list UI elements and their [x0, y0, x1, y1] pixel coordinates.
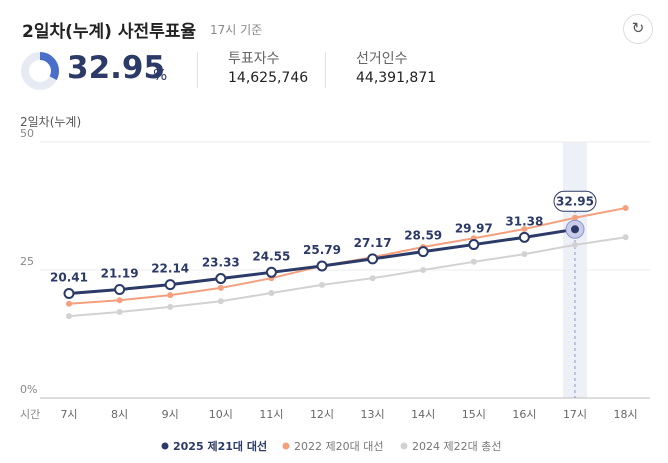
value-label: 24.55	[252, 249, 290, 263]
x-tick-label: 7시	[60, 408, 77, 421]
point	[367, 253, 379, 265]
value-label: 23.33	[202, 256, 240, 270]
value-label: 27.17	[354, 236, 392, 250]
value-label: 22.14	[151, 262, 189, 276]
x-tick-label: 18시	[614, 408, 638, 421]
y-tick-label: 50	[20, 127, 34, 140]
legend-label: 2025 제21대 대선	[173, 439, 267, 453]
point	[420, 267, 427, 273]
point	[217, 298, 224, 305]
x-tick-label: 14시	[411, 408, 435, 421]
point	[518, 231, 530, 243]
point	[268, 290, 275, 297]
value-label: 31.38	[505, 214, 543, 228]
point	[521, 251, 528, 258]
point	[470, 258, 477, 265]
legend-marker	[400, 442, 408, 450]
point	[572, 241, 578, 248]
point	[63, 288, 75, 300]
voters-value: 14,625,746	[228, 70, 309, 86]
point	[319, 281, 325, 288]
x-tick-label: 8시	[111, 408, 128, 421]
y-tick-label: 25	[20, 255, 34, 268]
value-label-box	[553, 190, 597, 212]
legend-marker	[161, 442, 169, 450]
refresh-button[interactable]: ↻	[623, 14, 653, 44]
x-tick-label: 17시	[563, 408, 587, 421]
point	[265, 266, 277, 278]
point	[521, 226, 528, 233]
point	[66, 313, 72, 320]
title: 2일차(누계) 사전투표율	[22, 22, 197, 42]
x-tick-label: 15시	[462, 408, 486, 421]
x-tick-label: 10시	[209, 408, 233, 421]
voters-label: 투표자수	[228, 51, 280, 67]
point	[164, 279, 176, 291]
rate-value: 32.95	[67, 50, 166, 86]
value-label: 32.95	[556, 194, 594, 208]
basis: 17시 기준	[210, 23, 263, 37]
x-tick-label: 12시	[310, 408, 334, 421]
point	[217, 284, 224, 291]
point	[215, 273, 227, 285]
rate-donut	[21, 52, 59, 90]
value-label: 20.41	[50, 271, 88, 285]
rate-unit: %	[153, 66, 168, 84]
point	[622, 234, 629, 241]
point	[369, 275, 376, 282]
value-label: 21.19	[101, 267, 139, 281]
donut-arc	[21, 52, 59, 90]
legend-label: 2022 제20대 대선	[294, 440, 383, 453]
legend-marker	[282, 442, 290, 450]
y-axis-label: 2일차(누계)	[20, 115, 81, 129]
point	[167, 303, 174, 310]
value-label: 25.79	[303, 243, 341, 257]
x-tick-label: 13시	[361, 408, 385, 421]
point	[114, 284, 126, 296]
x-tick-label: 16시	[512, 408, 536, 421]
point	[417, 246, 429, 258]
point	[116, 308, 123, 315]
divider	[325, 52, 326, 88]
point	[167, 292, 174, 299]
electors-label: 선거인수	[356, 51, 408, 67]
point	[316, 260, 328, 272]
series-line	[68, 236, 626, 318]
point	[572, 214, 578, 221]
point	[66, 300, 72, 307]
x-tick-label: 11시	[259, 408, 283, 421]
point	[571, 225, 579, 234]
x-axis-label: 시간	[20, 408, 40, 421]
x-tick-label: 9시	[162, 408, 179, 421]
point	[116, 297, 123, 304]
divider	[197, 52, 198, 88]
electors-value: 44,391,871	[356, 70, 437, 86]
y-tick-label: 0%	[20, 383, 37, 396]
value-label: 29.97	[455, 222, 493, 236]
value-label: 28.59	[404, 229, 442, 243]
point	[622, 205, 629, 212]
legend-label: 2024 제22대 총선	[412, 440, 501, 453]
point	[468, 239, 480, 251]
